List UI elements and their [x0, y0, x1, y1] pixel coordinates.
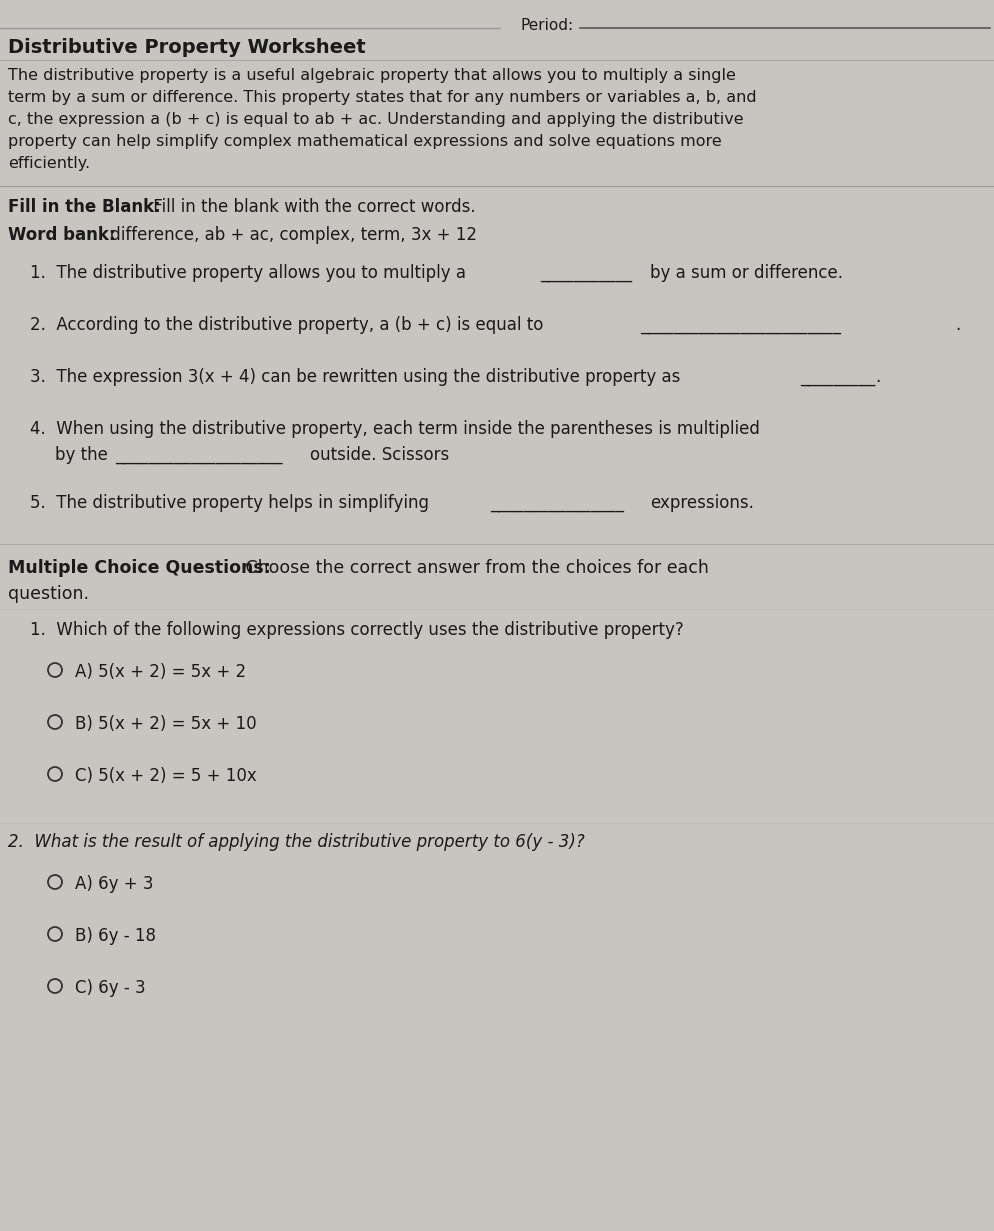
- Text: A) 6y + 3: A) 6y + 3: [75, 875, 153, 892]
- Text: Period:: Period:: [520, 18, 574, 33]
- Text: _________: _________: [800, 368, 876, 387]
- Text: A) 5(x + 2) = 5x + 2: A) 5(x + 2) = 5x + 2: [75, 664, 247, 681]
- Text: 5.  The distributive property helps in simplifying: 5. The distributive property helps in si…: [30, 494, 429, 512]
- Text: 3.  The expression 3(x + 4) can be rewritten using the distributive property as: 3. The expression 3(x + 4) can be rewrit…: [30, 368, 680, 387]
- Text: .: .: [875, 368, 881, 387]
- Text: B) 6y - 18: B) 6y - 18: [75, 927, 156, 945]
- Text: The distributive property is a useful algebraic property that allows you to mult: The distributive property is a useful al…: [8, 68, 736, 82]
- Text: ________________________: ________________________: [640, 316, 841, 334]
- Text: c, the expression a (b + c) is equal to ab + ac. Understanding and applying the : c, the expression a (b + c) is equal to …: [8, 112, 744, 127]
- Text: difference, ab + ac, complex, term, 3x + 12: difference, ab + ac, complex, term, 3x +…: [105, 227, 477, 244]
- Text: term by a sum or difference. This property states that for any numbers or variab: term by a sum or difference. This proper…: [8, 90, 756, 105]
- Text: Choose the correct answer from the choices for each: Choose the correct answer from the choic…: [240, 559, 709, 577]
- Text: 1.  The distributive property allows you to multiply a: 1. The distributive property allows you …: [30, 263, 466, 282]
- Text: by the: by the: [55, 446, 108, 464]
- Text: Multiple Choice Questions:: Multiple Choice Questions:: [8, 559, 271, 577]
- Text: 4.  When using the distributive property, each term inside the parentheses is mu: 4. When using the distributive property,…: [30, 420, 759, 438]
- Text: B) 5(x + 2) = 5x + 10: B) 5(x + 2) = 5x + 10: [75, 715, 256, 732]
- Text: Fill in the blank with the correct words.: Fill in the blank with the correct words…: [148, 198, 475, 215]
- Text: Fill in the Blank:: Fill in the Blank:: [8, 198, 161, 215]
- Text: outside. Scissors: outside. Scissors: [310, 446, 449, 464]
- Text: Distributive Property Worksheet: Distributive Property Worksheet: [8, 38, 366, 57]
- Text: 2.  According to the distributive property, a (b + c) is equal to: 2. According to the distributive propert…: [30, 316, 544, 334]
- Text: efficiently.: efficiently.: [8, 156, 90, 171]
- Text: ___________: ___________: [540, 263, 632, 282]
- Text: 1.  Which of the following expressions correctly uses the distributive property?: 1. Which of the following expressions co…: [30, 620, 684, 639]
- Text: ____________________: ____________________: [115, 446, 282, 464]
- Text: by a sum or difference.: by a sum or difference.: [650, 263, 843, 282]
- Text: C) 6y - 3: C) 6y - 3: [75, 979, 146, 997]
- Text: .: .: [955, 316, 960, 334]
- Text: Word bank:: Word bank:: [8, 227, 115, 244]
- Text: C) 5(x + 2) = 5 + 10x: C) 5(x + 2) = 5 + 10x: [75, 767, 256, 785]
- Text: property can help simplify complex mathematical expressions and solve equations : property can help simplify complex mathe…: [8, 134, 722, 149]
- Text: question.: question.: [8, 585, 89, 603]
- Text: ________________: ________________: [490, 494, 624, 512]
- Text: 2.  What is the result of applying the distributive property to 6(y - 3)?: 2. What is the result of applying the di…: [8, 833, 584, 851]
- Text: expressions.: expressions.: [650, 494, 753, 512]
